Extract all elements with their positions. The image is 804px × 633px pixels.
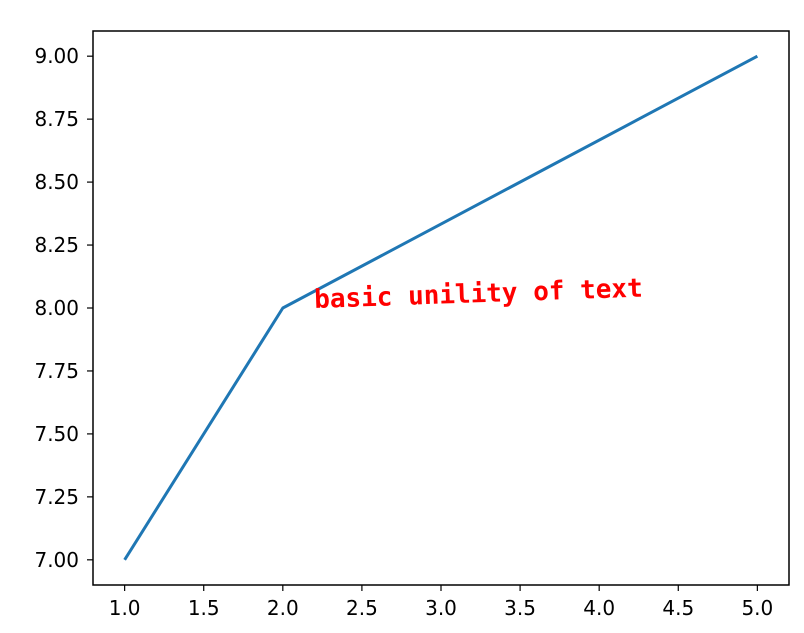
y-tick-label: 8.25	[34, 233, 79, 257]
x-tick-label: 1.5	[188, 596, 220, 620]
y-tick-label: 7.25	[34, 485, 79, 509]
y-tick-label: 8.50	[34, 170, 79, 194]
plot-frame	[92, 30, 790, 586]
plot-background	[93, 31, 789, 585]
x-tick-label: 3.0	[425, 596, 457, 620]
y-tick-label: 7.50	[34, 422, 79, 446]
x-tick-label: 1.0	[109, 596, 141, 620]
x-tick-label: 2.5	[346, 596, 378, 620]
y-tick-label: 8.75	[34, 107, 79, 131]
y-tick-label: 7.00	[34, 548, 79, 572]
series-line	[123, 54, 759, 561]
y-tick-label: 7.75	[34, 359, 79, 383]
x-tick-label: 4.5	[662, 596, 694, 620]
x-tick-label: 3.5	[504, 596, 536, 620]
ticks-layer: 1.0 1.5 2.0 2.5 3.0 3.5 4.0 4.5 5.0 7.00 7.25 7.50 7…	[34, 44, 773, 620]
y-tick-label: 8.00	[34, 296, 79, 320]
x-tick-label: 5.0	[741, 596, 773, 620]
y-tick-label: 9.00	[34, 44, 79, 68]
x-tick-label: 4.0	[583, 596, 615, 620]
x-tick-label: 2.0	[267, 596, 299, 620]
